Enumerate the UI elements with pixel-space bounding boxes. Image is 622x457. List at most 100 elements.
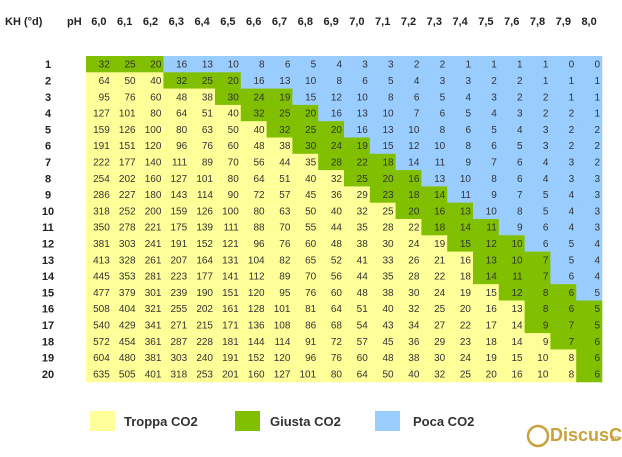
cell-value: 10 (537, 353, 549, 364)
cell-value: 18 (408, 190, 420, 201)
cell-value: 24 (408, 239, 420, 250)
legend-swatch-poca (375, 411, 400, 431)
table-cell (137, 72, 164, 89)
cell-value: 635 (93, 369, 110, 380)
cell-value: 86 (305, 320, 317, 331)
table-cell (524, 170, 551, 187)
table-cell (86, 333, 113, 350)
ph-column-header: 7,9 (556, 16, 571, 28)
cell-value: 6 (491, 141, 497, 152)
cell-value: 604 (93, 353, 110, 364)
cell-value: 111 (224, 223, 240, 234)
cell-value: 4 (491, 109, 497, 120)
table-cell (318, 186, 345, 203)
cell-value: 25 (202, 76, 214, 87)
table-cell (473, 121, 500, 138)
cell-value: 76 (331, 353, 343, 364)
cell-value: 22 (434, 272, 446, 283)
cell-value: 22 (357, 158, 369, 169)
table-cell (498, 219, 525, 236)
table-cell (137, 235, 164, 252)
table-cell (163, 284, 190, 301)
cell-value: 70 (228, 158, 240, 169)
kh-row-label: 19 (42, 353, 54, 365)
cell-value: 45 (305, 190, 317, 201)
table-cell (447, 88, 474, 106)
cell-value: 4 (594, 239, 600, 250)
cell-value: 2 (491, 76, 497, 87)
cell-value: 9 (543, 337, 549, 348)
table-cell (524, 235, 551, 252)
cell-value: 36 (331, 190, 343, 201)
cell-value: 4 (569, 206, 575, 217)
cell-value: 1 (594, 109, 600, 120)
table-cell (86, 186, 113, 203)
kh-row-label: 14 (42, 271, 55, 283)
cell-value: 23 (460, 337, 472, 348)
cell-value: 7 (491, 158, 497, 169)
cell-value: 35 (357, 223, 369, 234)
table-cell (86, 72, 113, 89)
table-cell (111, 267, 138, 285)
table-cell (473, 137, 500, 155)
table-cell (266, 153, 293, 171)
table-cell (163, 88, 190, 106)
cell-value: 28 (331, 158, 343, 169)
table-cell (163, 267, 190, 285)
cell-value: 57 (357, 337, 369, 348)
cell-value: 76 (305, 288, 317, 299)
cell-value: 80 (150, 109, 162, 120)
table-cell (447, 284, 474, 301)
table-cell (473, 170, 500, 187)
table-cell (266, 121, 293, 138)
cell-value: 55 (305, 223, 317, 234)
table-cell (369, 316, 396, 334)
table-cell (369, 170, 396, 187)
table-cell (473, 88, 500, 106)
cell-value: 30 (228, 92, 240, 103)
table-cell (189, 104, 216, 122)
table-cell (421, 365, 448, 383)
table-cell (86, 300, 113, 318)
cell-value: 16 (486, 304, 498, 315)
cell-value: 96 (253, 239, 265, 250)
table-cell (447, 153, 474, 171)
cell-value: 60 (150, 92, 162, 103)
cell-value: 143 (171, 190, 188, 201)
cell-value: 6 (465, 125, 471, 136)
table-cell (498, 104, 525, 122)
cell-value: 141 (222, 272, 239, 283)
cell-value: 271 (171, 320, 188, 331)
table-cell (86, 56, 113, 73)
table-cell (266, 251, 293, 269)
cell-value: 16 (331, 109, 343, 120)
cell-value: 404 (119, 304, 136, 315)
table-cell (498, 121, 525, 138)
table-cell (292, 300, 319, 318)
table-cell (421, 121, 448, 138)
table-cell (111, 333, 138, 350)
cell-value: 16 (511, 369, 523, 380)
table-cell (344, 186, 371, 203)
cell-value: 341 (145, 320, 162, 331)
table-cell (421, 316, 448, 334)
cell-value: 16 (434, 206, 446, 217)
cell-value: 38 (279, 141, 291, 152)
table-cell (266, 186, 293, 203)
cell-value: 191 (222, 353, 239, 364)
table-cell (215, 202, 242, 220)
table-cell (498, 251, 525, 269)
table-cell (498, 56, 525, 73)
cell-value: 8 (543, 304, 549, 315)
table-cell (473, 235, 500, 252)
cell-value: 159 (171, 206, 188, 217)
kh-row-label: 20 (42, 369, 54, 381)
cell-value: 2 (569, 125, 575, 136)
table-cell (447, 219, 474, 236)
table-cell (576, 88, 603, 106)
cell-value: 13 (511, 304, 523, 315)
cell-value: 18 (382, 158, 394, 169)
table-cell (163, 235, 190, 252)
cell-value: 13 (202, 60, 214, 71)
cell-value: 5 (569, 255, 575, 266)
